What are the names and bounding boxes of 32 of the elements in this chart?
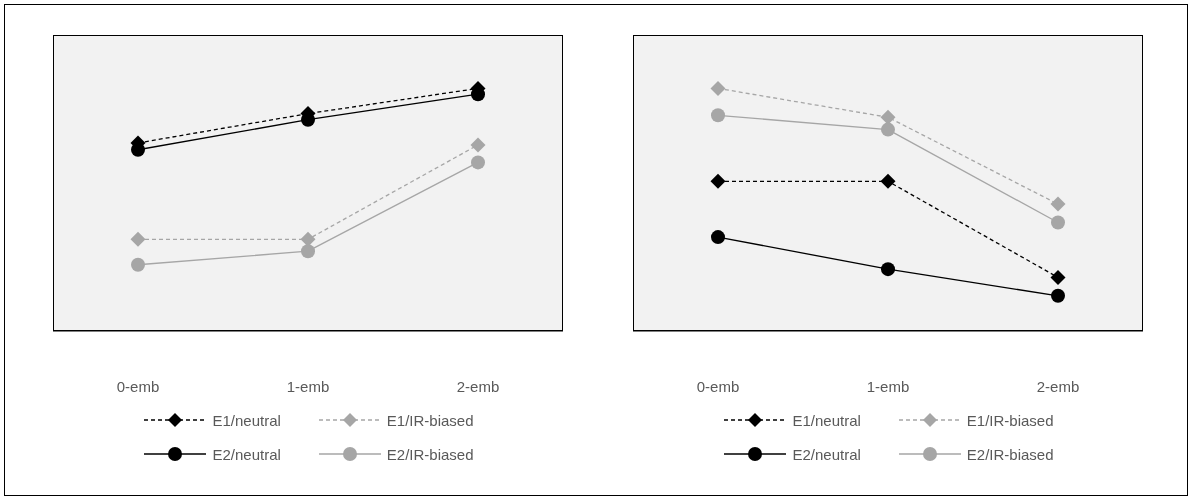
x-tick-label: 0-emb xyxy=(116,377,160,395)
point xyxy=(881,122,895,137)
point xyxy=(1050,269,1066,285)
x-tick-label: 1-emb xyxy=(866,377,910,395)
legend-label: E1/neutral xyxy=(792,411,861,429)
point xyxy=(300,231,316,247)
point xyxy=(880,173,896,189)
legend-label: E1/IR-biased xyxy=(966,411,1054,429)
point xyxy=(131,257,145,272)
x-tick-label: 0-emb xyxy=(696,377,740,395)
legend-label: E2/IR-biased xyxy=(386,445,474,463)
point xyxy=(471,155,485,170)
x-tick-label: 2-emb xyxy=(456,377,500,395)
x-tick-label: 1-emb xyxy=(286,377,330,395)
point xyxy=(711,230,725,245)
point xyxy=(1051,215,1065,230)
legend-label: E1/neutral xyxy=(212,411,281,429)
point xyxy=(710,80,726,96)
legend-label: E2/neutral xyxy=(792,445,861,463)
point xyxy=(880,109,896,125)
legend-label: E2/neutral xyxy=(212,445,281,463)
legend-label: E1/IR-biased xyxy=(386,411,474,429)
point xyxy=(710,173,726,189)
point xyxy=(711,108,725,123)
point xyxy=(1051,288,1065,303)
legend-label: E2/IR-biased xyxy=(966,445,1054,463)
point xyxy=(301,244,315,259)
x-tick-label: 2-emb xyxy=(1036,377,1080,395)
point xyxy=(881,262,895,277)
point xyxy=(470,137,486,153)
point xyxy=(130,231,146,247)
point xyxy=(1050,196,1066,212)
